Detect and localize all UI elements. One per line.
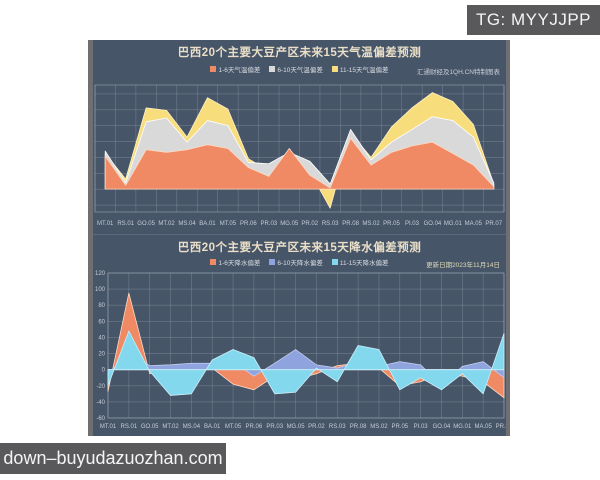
x-axis-tick-label: MT.02 — [162, 424, 179, 430]
y-axis-tick-label: 20 — [98, 352, 105, 358]
chart-series — [104, 92, 495, 209]
x-axis-tick-label: MS.04 — [178, 221, 196, 227]
x-axis-tick-label: MA.05 — [465, 221, 483, 227]
y-axis-tick-label: -20 — [96, 384, 105, 390]
precipitation-chart-update-date: 更新日期2023年11月14日 — [426, 262, 500, 269]
x-axis-tick-label: PR.03 — [260, 221, 277, 227]
precipitation-chart-legend: 1-6天降水偏差 6-10天降水偏差 11-15天降水偏差 — [93, 257, 506, 267]
x-axis-tick-label: MG.01 — [444, 221, 463, 227]
x-axis-tick-label: MT.01 — [97, 221, 114, 227]
x-axis-tick-label: GO.04 — [424, 221, 442, 227]
x-axis-tick-label: PI.03 — [414, 424, 429, 430]
x-axis-tick-label: PR.02 — [301, 221, 318, 227]
chart-series — [107, 292, 505, 399]
watermark-badge-text: down–buyudazuozhan.com — [3, 448, 223, 468]
legend-label: 6-10天降水偏差 — [277, 260, 323, 267]
legend-swatch — [210, 66, 217, 72]
x-axis-tick-label: MG.05 — [287, 424, 306, 430]
x-axis-tick-label: BA.01 — [204, 424, 221, 430]
x-axis-tick-label: MS.02 — [370, 424, 388, 430]
x-axis-tick-label: MT.05 — [225, 424, 242, 430]
area-series — [107, 349, 505, 387]
legend-swatch — [269, 66, 276, 72]
y-axis-tick-label: -40 — [96, 400, 105, 406]
legend-label: 1-6天气温偏差 — [218, 67, 261, 74]
temperature-chart-title: 巴西20个主要大豆产区未来15天气温偏差预测 — [177, 47, 422, 59]
x-axis-tick-label: BA.01 — [199, 221, 216, 227]
plot-border — [94, 84, 505, 213]
legend-label: 11-15天气温偏差 — [339, 67, 389, 74]
x-axis-tick-label: RS.03 — [329, 424, 346, 430]
x-axis-tick-label: MT.02 — [158, 221, 175, 227]
x-axis-tick-label: MG.05 — [280, 221, 299, 227]
legend-swatch — [331, 66, 338, 72]
x-axis-tick-label: GO.05 — [137, 221, 155, 227]
x-axis-tick-label: PR.02 — [308, 424, 325, 430]
legend-label: 11-15天降水偏差 — [339, 260, 389, 267]
y-axis-tick-label: -60 — [96, 416, 105, 422]
x-axis-tick-label: PR.05 — [391, 424, 408, 430]
y-axis-tick-label: 100 — [95, 287, 106, 293]
x-axis-tick-label: PR.06 — [240, 221, 257, 227]
legend-item: 11-15天降水偏差 — [331, 257, 389, 267]
legend-swatch — [269, 259, 276, 265]
x-axis-tick-label: PI.03 — [405, 221, 420, 227]
y-axis-tick-label: 40 — [98, 335, 105, 341]
y-axis-tick-label: 60 — [98, 319, 105, 325]
legend-item: 11-15天气温偏差 — [331, 64, 389, 74]
x-axis-tick-label: MT.01 — [100, 424, 117, 430]
telegram-badge: TG: MYYJJPP — [467, 5, 600, 35]
watermark-badge: down–buyudazuozhan.com — [0, 443, 226, 474]
plot-border — [107, 272, 505, 419]
charts-separator — [93, 234, 506, 235]
x-axis-tick-label: RS.01 — [120, 424, 137, 430]
x-axis-tick-label: MA.05 — [474, 424, 492, 430]
legend-item: 6-10天气温偏差 — [269, 64, 323, 74]
x-axis-tick-label: PR.07 — [496, 424, 506, 430]
x-axis-tick-label: PR.07 — [485, 221, 502, 227]
x-axis-tick-label: MS.04 — [183, 424, 201, 430]
x-axis-tick-label: RS.01 — [117, 221, 134, 227]
x-axis-labels: MT.01 RS.01 GO.05 MT.02 MS.04 BA.01 MT.05 PR.06… — [100, 424, 506, 430]
temperature-chart-source-note: 汇通财经及1QH.CN特制图表 — [416, 69, 500, 76]
legend-swatch — [331, 259, 338, 265]
x-axis-tick-label: GO.05 — [141, 424, 159, 430]
legend-item: 1-6天降水偏差 — [210, 257, 260, 267]
legend-item: 6-10天降水偏差 — [269, 257, 323, 267]
legend-item: 1-6天气温偏差 — [210, 64, 260, 74]
area-series — [107, 330, 505, 396]
precipitation-chart-title: 巴西20个主要大豆产区未来15天降水偏差预测 — [177, 242, 422, 254]
forecast-charts-panel: 巴西20个主要大豆产区未来15天气温偏差预测 1-6天气温偏差 6-10天气温偏差… — [88, 40, 510, 436]
area-series — [104, 137, 495, 190]
x-axis-tick-label: PR.08 — [350, 424, 367, 430]
x-axis-tick-label: RS.03 — [322, 221, 339, 227]
legend-label: 1-6天降水偏差 — [218, 260, 261, 267]
x-axis-tick-label: PR.05 — [383, 221, 400, 227]
x-axis-tick-label: GO.04 — [433, 424, 451, 430]
x-axis-labels: MT.01 RS.01 GO.05 MT.02 MS.04 BA.01 MT.05 PR.06… — [97, 221, 503, 227]
x-axis-tick-label: MS.02 — [362, 221, 380, 227]
temperature-chart-legend: 1-6天气温偏差 6-10天气温偏差 11-15天气温偏差 — [93, 64, 506, 74]
y-axis-tick-label: 120 — [95, 271, 106, 277]
legend-label: 6-10天气温偏差 — [277, 67, 323, 74]
chart-grid: -60 -40 -20 0 20 40 60 80 100 120 — [95, 271, 505, 422]
x-axis-tick-label: PR.06 — [246, 424, 263, 430]
temperature-chart-canvas: MT.01 RS.01 GO.05 MT.02 MS.04 BA.01 MT.05 PR.06… — [94, 84, 505, 227]
x-axis-tick-label: MG.01 — [453, 424, 472, 430]
telegram-badge-text: TG: MYYJJPP — [475, 10, 592, 29]
x-axis-tick-label: PR.03 — [266, 424, 283, 430]
x-axis-tick-label: PR.08 — [342, 221, 359, 227]
legend-swatch — [210, 259, 217, 265]
x-axis-tick-label: MT.05 — [220, 221, 237, 227]
y-axis-tick-label: 0 — [102, 368, 106, 374]
y-axis-tick-label: 80 — [98, 303, 105, 309]
